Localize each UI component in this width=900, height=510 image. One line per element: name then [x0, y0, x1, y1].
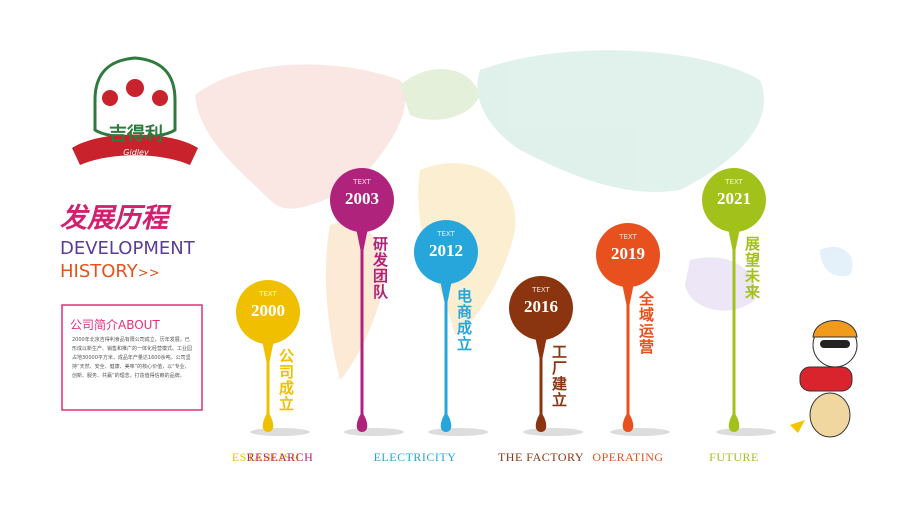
pin-drop	[535, 412, 547, 432]
logo-name: 吉得利	[109, 124, 163, 145]
pin-head	[236, 280, 300, 344]
pin-head	[702, 168, 766, 232]
milestone-label: 工厂建立	[550, 344, 568, 408]
milestone-label: 展望未来	[743, 236, 761, 300]
about-text: 2000年北京吉得利食品有限公司成立。历年发展，已形成以新生产、销售和推广的一体…	[72, 337, 193, 379]
pin-drop	[440, 412, 452, 432]
world-map	[195, 50, 853, 380]
milestone-english: FUTURE	[709, 450, 759, 464]
pin-head	[330, 168, 394, 232]
pin-stem	[535, 336, 547, 418]
pin-drop	[728, 412, 740, 432]
pin-stem	[356, 228, 368, 418]
milestone-label: 全域运营	[637, 291, 655, 355]
pin-shadow	[610, 428, 670, 436]
milestone-english: RESEARCH	[246, 450, 314, 464]
milestone-label: 研发团队	[371, 236, 389, 300]
pin-year: 2000	[251, 301, 285, 320]
milestone-english: THE FACTORY	[497, 450, 585, 464]
pin-tag: TEXT	[532, 286, 550, 294]
pin-shadow	[716, 428, 776, 436]
pin-head	[509, 276, 573, 340]
pin-year: 2016	[524, 297, 558, 316]
pin-drop	[356, 412, 368, 432]
milestone-label: 电商成立	[455, 288, 473, 352]
pin-stem	[728, 228, 740, 418]
pin-year: 2021	[717, 189, 751, 208]
pin-year: 2012	[429, 241, 463, 260]
pin-shadow	[428, 428, 488, 436]
pin-head	[414, 220, 478, 284]
pin-stem	[622, 283, 634, 418]
milestone-english: OPERATING	[592, 450, 664, 464]
mascot	[790, 320, 858, 438]
pin-drop	[262, 412, 274, 432]
milestone-english: ELECTRICITY	[373, 450, 457, 464]
pin-head	[596, 223, 660, 287]
pin-shadow	[523, 428, 583, 436]
milestone-label: 公司成立	[277, 348, 295, 412]
pin-shadow	[250, 428, 310, 436]
pin-tag: TEXT	[725, 178, 743, 186]
pin-year: 2019	[611, 244, 645, 263]
about-title: 公司简介ABOUT	[70, 318, 160, 332]
logo-sub: Gidley	[123, 148, 149, 157]
pin-shadow	[344, 428, 404, 436]
pin-tag: TEXT	[353, 178, 371, 186]
heading-line1: DEVELOPMENT	[60, 238, 195, 259]
pin-tag: TEXT	[619, 233, 637, 241]
pin-stem	[262, 340, 274, 418]
heading-title: 发展历程	[60, 203, 168, 234]
milestone-english: ESTABLISH	[231, 450, 301, 464]
pin-tag: TEXT	[437, 230, 455, 238]
heading-line2-text: HISTORY	[60, 261, 138, 282]
heading-arrow: >>	[137, 266, 160, 281]
heading-line2: HISTORY>>	[60, 261, 160, 282]
pin-tag: TEXT	[259, 290, 277, 298]
pin-year: 2003	[345, 189, 379, 208]
pin-drop	[622, 412, 634, 432]
pin-stem	[440, 280, 452, 418]
